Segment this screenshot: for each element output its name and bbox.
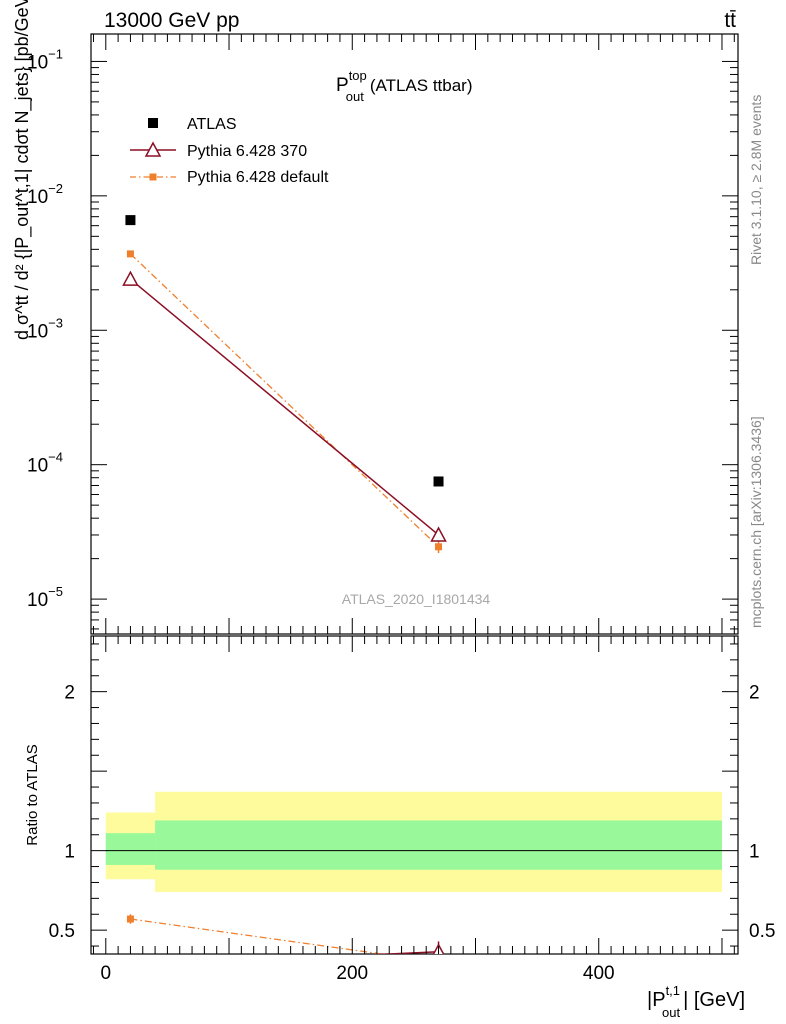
main-ylabel: d σ^tt / d² {|P_out^t,1| cdσt N_jets} [p… bbox=[12, 0, 33, 340]
ratio-band-inner bbox=[105, 833, 156, 865]
legend-label-atlas: ATLAS bbox=[187, 116, 237, 133]
y-tick-label-base: 10 bbox=[27, 187, 48, 208]
legend-label-pythia370: Pythia 6.428 370 bbox=[187, 143, 307, 160]
x-axis-label: |Pt,1 out| [GeV] bbox=[647, 983, 745, 1020]
plot-title-sub: out bbox=[346, 89, 364, 104]
ratio-point-pythia-default bbox=[126, 915, 134, 923]
y-tick-label-exp: −1 bbox=[48, 46, 63, 61]
x-tick-label: 0 bbox=[100, 963, 111, 984]
y-tick-label-exp: −5 bbox=[48, 584, 63, 599]
data-point-pythia370 bbox=[430, 526, 447, 542]
y-tick-label-base: 10 bbox=[27, 321, 48, 342]
ratio-y-ticks: 0.5 0.5 1 1 2 2 bbox=[49, 643, 775, 947]
data-point-atlas bbox=[433, 476, 444, 487]
ratio-point-pythia-default bbox=[435, 958, 442, 965]
main-ylabel-text: d σ^tt / d² {|P_out^t,1| cdσt N_jets} [p… bbox=[12, 0, 33, 340]
y-tick-label-base: 10 bbox=[27, 590, 48, 611]
x-axis-label-sup: t,1 bbox=[666, 983, 680, 998]
energy-label: 13000 GeV pp bbox=[104, 9, 239, 32]
x-axis-label-sub: out bbox=[662, 1005, 680, 1020]
main-x-ticks bbox=[92, 34, 735, 634]
x-tick-label: 200 bbox=[336, 963, 368, 984]
legend-marker-pythia370 bbox=[144, 141, 162, 157]
legend-label-pythia-default: Pythia 6.428 default bbox=[187, 169, 329, 186]
plot-title-suffix: (ATLAS ttbar) bbox=[370, 76, 473, 95]
rivet-label: Rivet 3.1.10, ≥ 2.8M events bbox=[748, 95, 764, 265]
legend-marker-atlas bbox=[148, 118, 158, 128]
y-tick-label-exp: −3 bbox=[48, 315, 63, 330]
main-y-ticks: 10−110−210−310−410−5 bbox=[27, 46, 738, 630]
y-tick-label: 10−1 bbox=[27, 46, 63, 73]
ratio-tick-label-right: 1 bbox=[749, 842, 760, 863]
x-tick-label: 400 bbox=[583, 963, 615, 984]
ratio-tick-label-right: 2 bbox=[749, 683, 760, 704]
ratio-tick-label-left: 2 bbox=[64, 683, 75, 704]
main-series bbox=[122, 215, 447, 554]
ratio-x-ticks: 0 200 400 bbox=[92, 636, 735, 984]
ratio-tick-label-right: 0.5 bbox=[749, 921, 775, 942]
ratio-line-pythia-default bbox=[130, 918, 387, 954]
y-tick-label: 10−4 bbox=[27, 450, 63, 477]
data-point-pythia-default bbox=[435, 543, 443, 551]
plot-title: Ptop out (ATLAS ttbar) bbox=[336, 68, 473, 104]
ratio-bands bbox=[105, 791, 722, 892]
y-tick-label: 10−3 bbox=[27, 315, 63, 342]
y-tick-label-exp: −4 bbox=[48, 450, 63, 465]
analysis-watermark: ATLAS_2020_I1801434 bbox=[342, 591, 491, 607]
legend-marker-pythia-default bbox=[149, 173, 157, 181]
data-point-pythia-default bbox=[126, 250, 134, 258]
ratio-tick-label-left: 0.5 bbox=[49, 921, 75, 942]
plot-title-sup: top bbox=[349, 68, 367, 83]
ratio-ylabel: Ratio to ATLAS bbox=[24, 744, 41, 845]
y-tick-label: 10−5 bbox=[27, 584, 63, 611]
data-point-atlas bbox=[125, 215, 136, 226]
legend: ATLAS Pythia 6.428 370 Pythia 6.428 defa… bbox=[130, 116, 329, 186]
series-line-pythia-default bbox=[129, 253, 439, 548]
y-tick-label-exp: −2 bbox=[48, 181, 63, 196]
y-tick-label-base: 10 bbox=[27, 456, 48, 477]
ratio-band-inner bbox=[155, 820, 722, 870]
ratio-series bbox=[126, 914, 445, 965]
process-label: tt̄ bbox=[724, 9, 736, 32]
x-axis-label-suffix: | [GeV] bbox=[683, 989, 745, 1011]
data-point-pythia370 bbox=[122, 270, 139, 286]
ratio-plot-frame bbox=[90, 635, 739, 955]
ratio-line-pythia370 bbox=[371, 951, 439, 954]
plot-title-main: P bbox=[336, 75, 349, 96]
x-axis-label-prefix: |P bbox=[647, 989, 666, 1011]
series-line-pythia370 bbox=[129, 278, 440, 536]
ratio-tick-label-left: 1 bbox=[64, 842, 75, 863]
y-tick-label-base: 10 bbox=[27, 52, 48, 73]
y-tick-label: 10−2 bbox=[27, 181, 63, 208]
main-plot-frame bbox=[90, 33, 739, 635]
mcplots-label: mcplots.cern.ch [arXiv:1306.3436] bbox=[748, 416, 764, 628]
